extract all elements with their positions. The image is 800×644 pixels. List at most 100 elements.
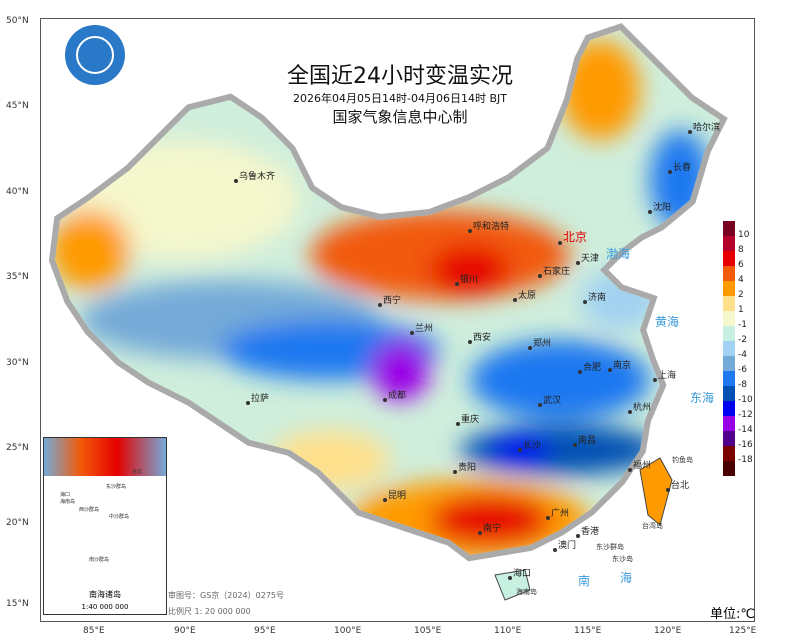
city-label: 福州 bbox=[633, 459, 651, 471]
city-marker bbox=[558, 241, 562, 245]
city-label: 天津 bbox=[581, 253, 599, 264]
lon-tick: 115°E bbox=[574, 626, 602, 636]
legend-label: 10 bbox=[738, 230, 750, 240]
island-label: 东沙岛 bbox=[612, 554, 633, 563]
lat-tick: 40°N bbox=[6, 187, 29, 197]
sea-label: 南 bbox=[578, 573, 590, 588]
city-marker bbox=[468, 229, 472, 233]
city-label: 杭州 bbox=[633, 401, 651, 413]
lon-tick: 100°E bbox=[334, 626, 362, 636]
legend-label: -1 bbox=[738, 320, 747, 330]
legend-swatch bbox=[723, 326, 735, 341]
legend-swatch bbox=[723, 386, 735, 401]
south-china-sea-inset: 南海诸岛 1:40 000 000 海口 海南岛 台北 东沙群岛 西沙群岛 中沙群岛 南沙群… bbox=[43, 437, 167, 615]
city-marker bbox=[518, 448, 522, 452]
city-label: 香港 bbox=[581, 525, 599, 537]
legend-swatch bbox=[723, 311, 735, 326]
city-marker bbox=[468, 340, 472, 344]
city-marker bbox=[653, 378, 657, 382]
hainan bbox=[494, 569, 531, 601]
city-marker bbox=[546, 516, 550, 520]
inset-label: 海南岛 bbox=[60, 499, 76, 505]
city-marker bbox=[583, 300, 587, 304]
city-marker bbox=[578, 370, 582, 374]
city-label: 石家庄 bbox=[543, 265, 570, 277]
city-marker bbox=[383, 398, 387, 402]
legend-swatch bbox=[723, 221, 735, 236]
city-label: 沈阳 bbox=[653, 201, 671, 213]
city-marker bbox=[608, 368, 612, 372]
city-marker bbox=[246, 401, 250, 405]
legend-swatch bbox=[723, 266, 735, 281]
sea-label: 渤海 bbox=[606, 246, 630, 261]
city-label: 哈尔滨 bbox=[693, 121, 720, 133]
lon-tick: 95°E bbox=[254, 626, 276, 636]
inset-title: 南海诸岛 bbox=[89, 590, 121, 599]
legend-swatch bbox=[723, 461, 735, 476]
city-label: 合肥 bbox=[583, 361, 601, 373]
island-label: 东沙群岛 bbox=[596, 542, 624, 551]
city-label: 南昌 bbox=[578, 434, 596, 446]
city-label: 广州 bbox=[551, 507, 569, 519]
legend-swatch bbox=[723, 401, 735, 416]
cma-logo-icon bbox=[65, 25, 125, 85]
lat-tick: 20°N bbox=[6, 518, 29, 528]
city-label: 贵阳 bbox=[458, 461, 476, 473]
city-label: 银川 bbox=[460, 273, 478, 285]
lat-tick: 45°N bbox=[6, 101, 29, 111]
city-marker bbox=[576, 534, 580, 538]
legend-label: -16 bbox=[738, 440, 753, 450]
island-label: 钓鱼岛 bbox=[672, 455, 693, 464]
legend-label: 1 bbox=[738, 305, 744, 315]
sea-label: 东海 bbox=[690, 390, 714, 405]
legend-label: -6 bbox=[738, 365, 747, 375]
legend-label: -2 bbox=[738, 335, 747, 345]
city-marker bbox=[410, 331, 414, 335]
legend-swatch bbox=[723, 446, 735, 461]
legend-label: 4 bbox=[738, 275, 744, 285]
city-label: 台北 bbox=[671, 479, 689, 491]
island-label: 海南岛 bbox=[516, 587, 537, 596]
city-label: 呼和浩特 bbox=[473, 220, 509, 232]
city-marker bbox=[453, 470, 457, 474]
city-label: 长春 bbox=[673, 161, 691, 173]
city-label: 西宁 bbox=[383, 294, 401, 306]
map-subtitle: 2026年04月05日14时-04月06日14时 BJT bbox=[293, 92, 507, 105]
city-marker bbox=[688, 130, 692, 134]
city-label: 成都 bbox=[388, 389, 406, 401]
inset-label: 东沙群岛 bbox=[106, 484, 127, 490]
inset-label: 海口 bbox=[60, 492, 71, 498]
city-label: 武汉 bbox=[543, 394, 561, 406]
city-label: 南京 bbox=[613, 359, 631, 371]
city-marker bbox=[553, 548, 557, 552]
city-label: 澳门 bbox=[558, 539, 576, 551]
city-label: 西安 bbox=[473, 331, 491, 343]
lat-tick: 50°N bbox=[6, 16, 29, 26]
city-marker bbox=[668, 170, 672, 174]
city-marker bbox=[456, 422, 460, 426]
taiwan bbox=[639, 457, 673, 526]
lat-tick: 35°N bbox=[6, 272, 29, 282]
lon-tick: 120°E bbox=[654, 626, 682, 636]
sea-label: 海 bbox=[620, 570, 632, 585]
map-frame bbox=[40, 18, 755, 622]
legend-label: 8 bbox=[738, 245, 744, 255]
map-title: 全国近24小时变温实况 bbox=[287, 64, 513, 89]
legend-label: 6 bbox=[738, 260, 744, 270]
legend-label: -10 bbox=[738, 395, 753, 405]
legend-swatch bbox=[723, 371, 735, 386]
lat-tick: 30°N bbox=[6, 358, 29, 368]
city-marker bbox=[538, 403, 542, 407]
legend-label: -4 bbox=[738, 350, 747, 360]
city-marker bbox=[383, 498, 387, 502]
inset-label: 中沙群岛 bbox=[109, 514, 130, 520]
city-label: 上海 bbox=[658, 369, 676, 381]
lon-tick: 85°E bbox=[83, 626, 105, 636]
lat-tick: 25°N bbox=[6, 443, 29, 453]
legend-label: -12 bbox=[738, 410, 753, 420]
producer: 国家气象信息中心制 bbox=[332, 108, 468, 126]
city-label: 兰州 bbox=[415, 322, 433, 334]
city-label: 拉萨 bbox=[251, 392, 269, 404]
city-label: 长沙 bbox=[523, 439, 541, 451]
